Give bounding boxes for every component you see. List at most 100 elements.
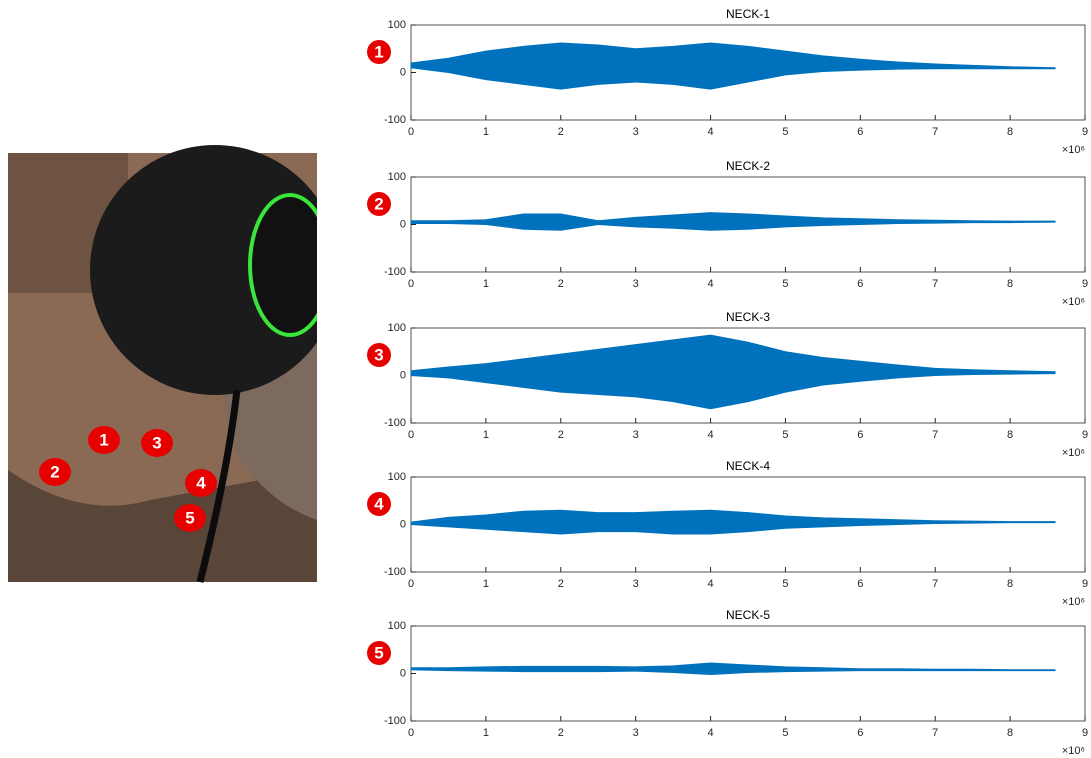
plot-area bbox=[410, 625, 1086, 722]
x-tick-label: 5 bbox=[782, 429, 788, 441]
photo bbox=[0, 0, 377, 758]
y-tick-label: 0 bbox=[400, 518, 406, 530]
x-tick-label: 3 bbox=[633, 429, 639, 441]
y-tick-label: -100 bbox=[384, 566, 406, 578]
x-tick-label: 3 bbox=[633, 727, 639, 739]
x-tick-label: 5 bbox=[782, 578, 788, 590]
x-tick-label: 2 bbox=[558, 126, 564, 138]
x-tick-label: 5 bbox=[782, 278, 788, 290]
x-tick-label: 9 bbox=[1082, 578, 1088, 590]
x-tick-label: 7 bbox=[932, 126, 938, 138]
x-tick-label: 6 bbox=[857, 126, 863, 138]
marker-label: 4 bbox=[374, 494, 384, 513]
y-tick-label: 100 bbox=[388, 620, 406, 632]
x-tick-label: 1 bbox=[483, 278, 489, 290]
photo-marker-label: 1 bbox=[99, 430, 108, 449]
photo-mask bbox=[317, 140, 377, 600]
x-tick-label: 6 bbox=[857, 727, 863, 739]
marker-label: 3 bbox=[374, 345, 383, 364]
x-tick-label: 0 bbox=[408, 278, 414, 290]
x-tick-label: 2 bbox=[558, 727, 564, 739]
chart-title: NECK-1 bbox=[726, 7, 770, 21]
x-tick-label: 9 bbox=[1082, 429, 1088, 441]
photo-marker bbox=[185, 469, 217, 497]
x-tick-label: 4 bbox=[707, 429, 713, 441]
y-tick-label: -100 bbox=[384, 417, 406, 429]
photo-beard bbox=[8, 470, 317, 582]
y-tick-label: 0 bbox=[400, 218, 406, 230]
chart-title: NECK-5 bbox=[726, 608, 770, 622]
photo-marker-label: 5 bbox=[185, 508, 194, 527]
marker-badge bbox=[367, 492, 391, 516]
x-tick-label: 0 bbox=[408, 126, 414, 138]
y-tick-label: 0 bbox=[400, 66, 406, 78]
photo-marker-label: 2 bbox=[50, 462, 59, 481]
marker-badge bbox=[367, 40, 391, 64]
x-tick-label: 0 bbox=[408, 429, 414, 441]
x-scale-label: ×10⁶ bbox=[1062, 447, 1085, 459]
y-tick-label: 0 bbox=[400, 369, 406, 381]
x-tick-label: 4 bbox=[707, 727, 713, 739]
marker-label: 5 bbox=[374, 643, 383, 662]
x-tick-label: 6 bbox=[857, 278, 863, 290]
x-scale-label: ×10⁶ bbox=[1062, 144, 1085, 156]
x-scale-label: ×10⁶ bbox=[1062, 296, 1085, 308]
waveform-envelope bbox=[410, 509, 1056, 535]
photo-marker-label: 4 bbox=[196, 473, 206, 492]
y-tick-label: 100 bbox=[388, 471, 406, 483]
x-tick-label: 7 bbox=[932, 578, 938, 590]
waveform-envelope bbox=[410, 212, 1056, 231]
marker-badge bbox=[367, 192, 391, 216]
x-tick-label: 0 bbox=[408, 727, 414, 739]
chart-title: NECK-3 bbox=[726, 310, 770, 324]
y-tick-label: -100 bbox=[384, 715, 406, 727]
x-tick-label: 1 bbox=[483, 727, 489, 739]
waveform-envelope bbox=[410, 334, 1056, 410]
x-tick-label: 7 bbox=[932, 429, 938, 441]
x-tick-label: 3 bbox=[633, 126, 639, 138]
x-tick-label: 4 bbox=[707, 578, 713, 590]
y-tick-label: 0 bbox=[400, 667, 406, 679]
x-tick-label: 8 bbox=[1007, 278, 1013, 290]
x-tick-label: 5 bbox=[782, 126, 788, 138]
x-tick-label: 8 bbox=[1007, 727, 1013, 739]
y-tick-label: -100 bbox=[384, 266, 406, 278]
x-tick-label: 1 bbox=[483, 578, 489, 590]
x-tick-label: 2 bbox=[558, 429, 564, 441]
photo-marker-label: 3 bbox=[152, 433, 161, 452]
x-tick-label: 2 bbox=[558, 278, 564, 290]
x-tick-label: 1 bbox=[483, 429, 489, 441]
chart-title: NECK-2 bbox=[726, 159, 770, 173]
x-tick-label: 7 bbox=[932, 727, 938, 739]
marker-badge bbox=[367, 641, 391, 665]
x-tick-label: 8 bbox=[1007, 429, 1013, 441]
x-tick-label: 6 bbox=[857, 429, 863, 441]
x-tick-label: 0 bbox=[408, 578, 414, 590]
x-tick-label: 3 bbox=[633, 578, 639, 590]
photo-cable bbox=[196, 389, 241, 583]
x-tick-label: 6 bbox=[857, 578, 863, 590]
photo-marker bbox=[39, 458, 71, 486]
x-tick-label: 3 bbox=[633, 278, 639, 290]
x-tick-label: 9 bbox=[1082, 727, 1088, 739]
x-tick-label: 4 bbox=[707, 126, 713, 138]
y-tick-label: -100 bbox=[384, 114, 406, 126]
photo-marker bbox=[88, 426, 120, 454]
chart-title: NECK-4 bbox=[726, 459, 770, 473]
x-tick-label: 4 bbox=[707, 278, 713, 290]
x-tick-label: 9 bbox=[1082, 126, 1088, 138]
marker-badge bbox=[367, 343, 391, 367]
photo-mask bbox=[0, 0, 8, 758]
photo-marker bbox=[141, 429, 173, 457]
x-tick-label: 8 bbox=[1007, 126, 1013, 138]
marker-label: 1 bbox=[374, 42, 383, 61]
x-tick-label: 5 bbox=[782, 727, 788, 739]
y-tick-label: 100 bbox=[388, 19, 406, 31]
waveform-envelope bbox=[410, 42, 1056, 90]
x-tick-label: 7 bbox=[932, 278, 938, 290]
waveform-envelope bbox=[410, 662, 1056, 675]
y-tick-label: 100 bbox=[388, 171, 406, 183]
x-scale-label: ×10⁶ bbox=[1062, 745, 1085, 757]
marker-label: 2 bbox=[374, 194, 383, 213]
